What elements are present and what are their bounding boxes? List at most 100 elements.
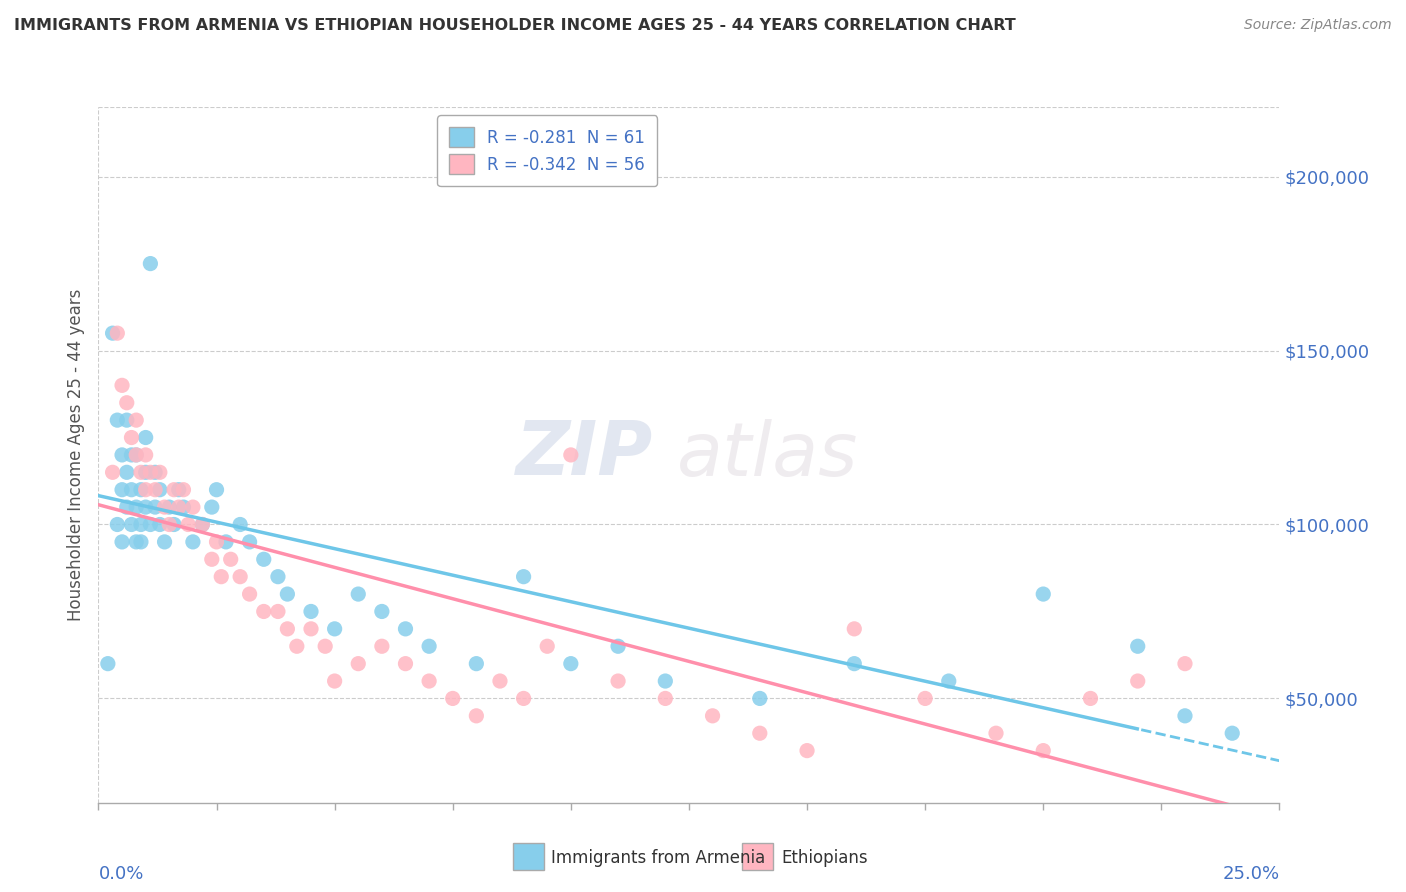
- Point: [135, 466, 157, 480]
- Point: [135, 483, 157, 497]
- Point: [125, 413, 148, 427]
- Point: [512, 570, 534, 584]
- Point: [323, 674, 346, 689]
- Legend: R = -0.281  N = 61, R = -0.342  N = 56: R = -0.281 N = 61, R = -0.342 N = 56: [437, 115, 657, 186]
- Point: [984, 726, 1007, 740]
- Point: [844, 622, 866, 636]
- Point: [111, 448, 134, 462]
- Point: [654, 691, 676, 706]
- Point: [607, 674, 630, 689]
- Point: [181, 534, 204, 549]
- Point: [938, 674, 960, 689]
- Point: [489, 674, 512, 689]
- Text: Immigrants from Armenia: Immigrants from Armenia: [551, 849, 765, 867]
- Point: [125, 534, 148, 549]
- Point: [267, 605, 290, 619]
- Point: [205, 483, 228, 497]
- Point: [135, 500, 157, 514]
- Point: [201, 552, 224, 566]
- Point: [347, 587, 370, 601]
- Point: [1220, 726, 1243, 740]
- Point: [418, 674, 440, 689]
- Point: [101, 466, 124, 480]
- Point: [702, 708, 724, 723]
- Point: [441, 691, 464, 706]
- Point: [172, 500, 194, 514]
- Point: [125, 448, 148, 462]
- Point: [253, 552, 276, 566]
- Point: [314, 639, 336, 653]
- Point: [125, 448, 148, 462]
- Point: [418, 639, 440, 653]
- Point: [1126, 639, 1149, 653]
- Point: [129, 466, 152, 480]
- Point: [157, 517, 180, 532]
- Point: [135, 448, 157, 462]
- Point: [229, 570, 252, 584]
- Point: [209, 570, 232, 584]
- Point: [115, 466, 138, 480]
- Text: Ethiopians: Ethiopians: [782, 849, 869, 867]
- Point: [512, 691, 534, 706]
- Point: [139, 466, 162, 480]
- Point: [1174, 708, 1197, 723]
- Point: [299, 622, 322, 636]
- Point: [177, 517, 200, 532]
- Point: [153, 500, 176, 514]
- Point: [115, 395, 138, 409]
- Point: [654, 674, 676, 689]
- Point: [239, 587, 262, 601]
- Point: [191, 517, 214, 532]
- Point: [1174, 657, 1197, 671]
- Text: ZIP: ZIP: [516, 418, 654, 491]
- Point: [167, 500, 190, 514]
- Point: [181, 500, 204, 514]
- Point: [115, 500, 138, 514]
- Point: [121, 448, 143, 462]
- Point: [285, 639, 308, 653]
- Point: [465, 657, 488, 671]
- Point: [239, 534, 262, 549]
- Point: [267, 570, 290, 584]
- Point: [201, 500, 224, 514]
- Point: [1126, 674, 1149, 689]
- Point: [219, 552, 242, 566]
- Point: [115, 413, 138, 427]
- Point: [607, 639, 630, 653]
- Point: [748, 691, 770, 706]
- Point: [371, 639, 394, 653]
- Point: [157, 500, 180, 514]
- Point: [143, 483, 166, 497]
- Point: [276, 587, 298, 601]
- Point: [560, 657, 582, 671]
- Point: [149, 483, 172, 497]
- Point: [215, 534, 238, 549]
- Point: [153, 534, 176, 549]
- Point: [111, 378, 134, 392]
- Point: [105, 517, 128, 532]
- Point: [129, 517, 152, 532]
- Point: [139, 517, 162, 532]
- Text: 0.0%: 0.0%: [98, 865, 143, 883]
- Point: [172, 483, 194, 497]
- Point: [1032, 587, 1054, 601]
- Text: atlas: atlas: [678, 419, 859, 491]
- Point: [323, 622, 346, 636]
- Point: [143, 500, 166, 514]
- Point: [121, 517, 143, 532]
- Point: [129, 483, 152, 497]
- Point: [121, 483, 143, 497]
- Point: [299, 605, 322, 619]
- Point: [121, 430, 143, 444]
- Text: Source: ZipAtlas.com: Source: ZipAtlas.com: [1244, 18, 1392, 32]
- Point: [125, 500, 148, 514]
- Point: [139, 256, 162, 270]
- Text: 25.0%: 25.0%: [1222, 865, 1279, 883]
- Point: [135, 430, 157, 444]
- Point: [163, 483, 186, 497]
- Point: [276, 622, 298, 636]
- Point: [347, 657, 370, 671]
- Point: [105, 326, 128, 340]
- Point: [143, 466, 166, 480]
- Point: [97, 657, 120, 671]
